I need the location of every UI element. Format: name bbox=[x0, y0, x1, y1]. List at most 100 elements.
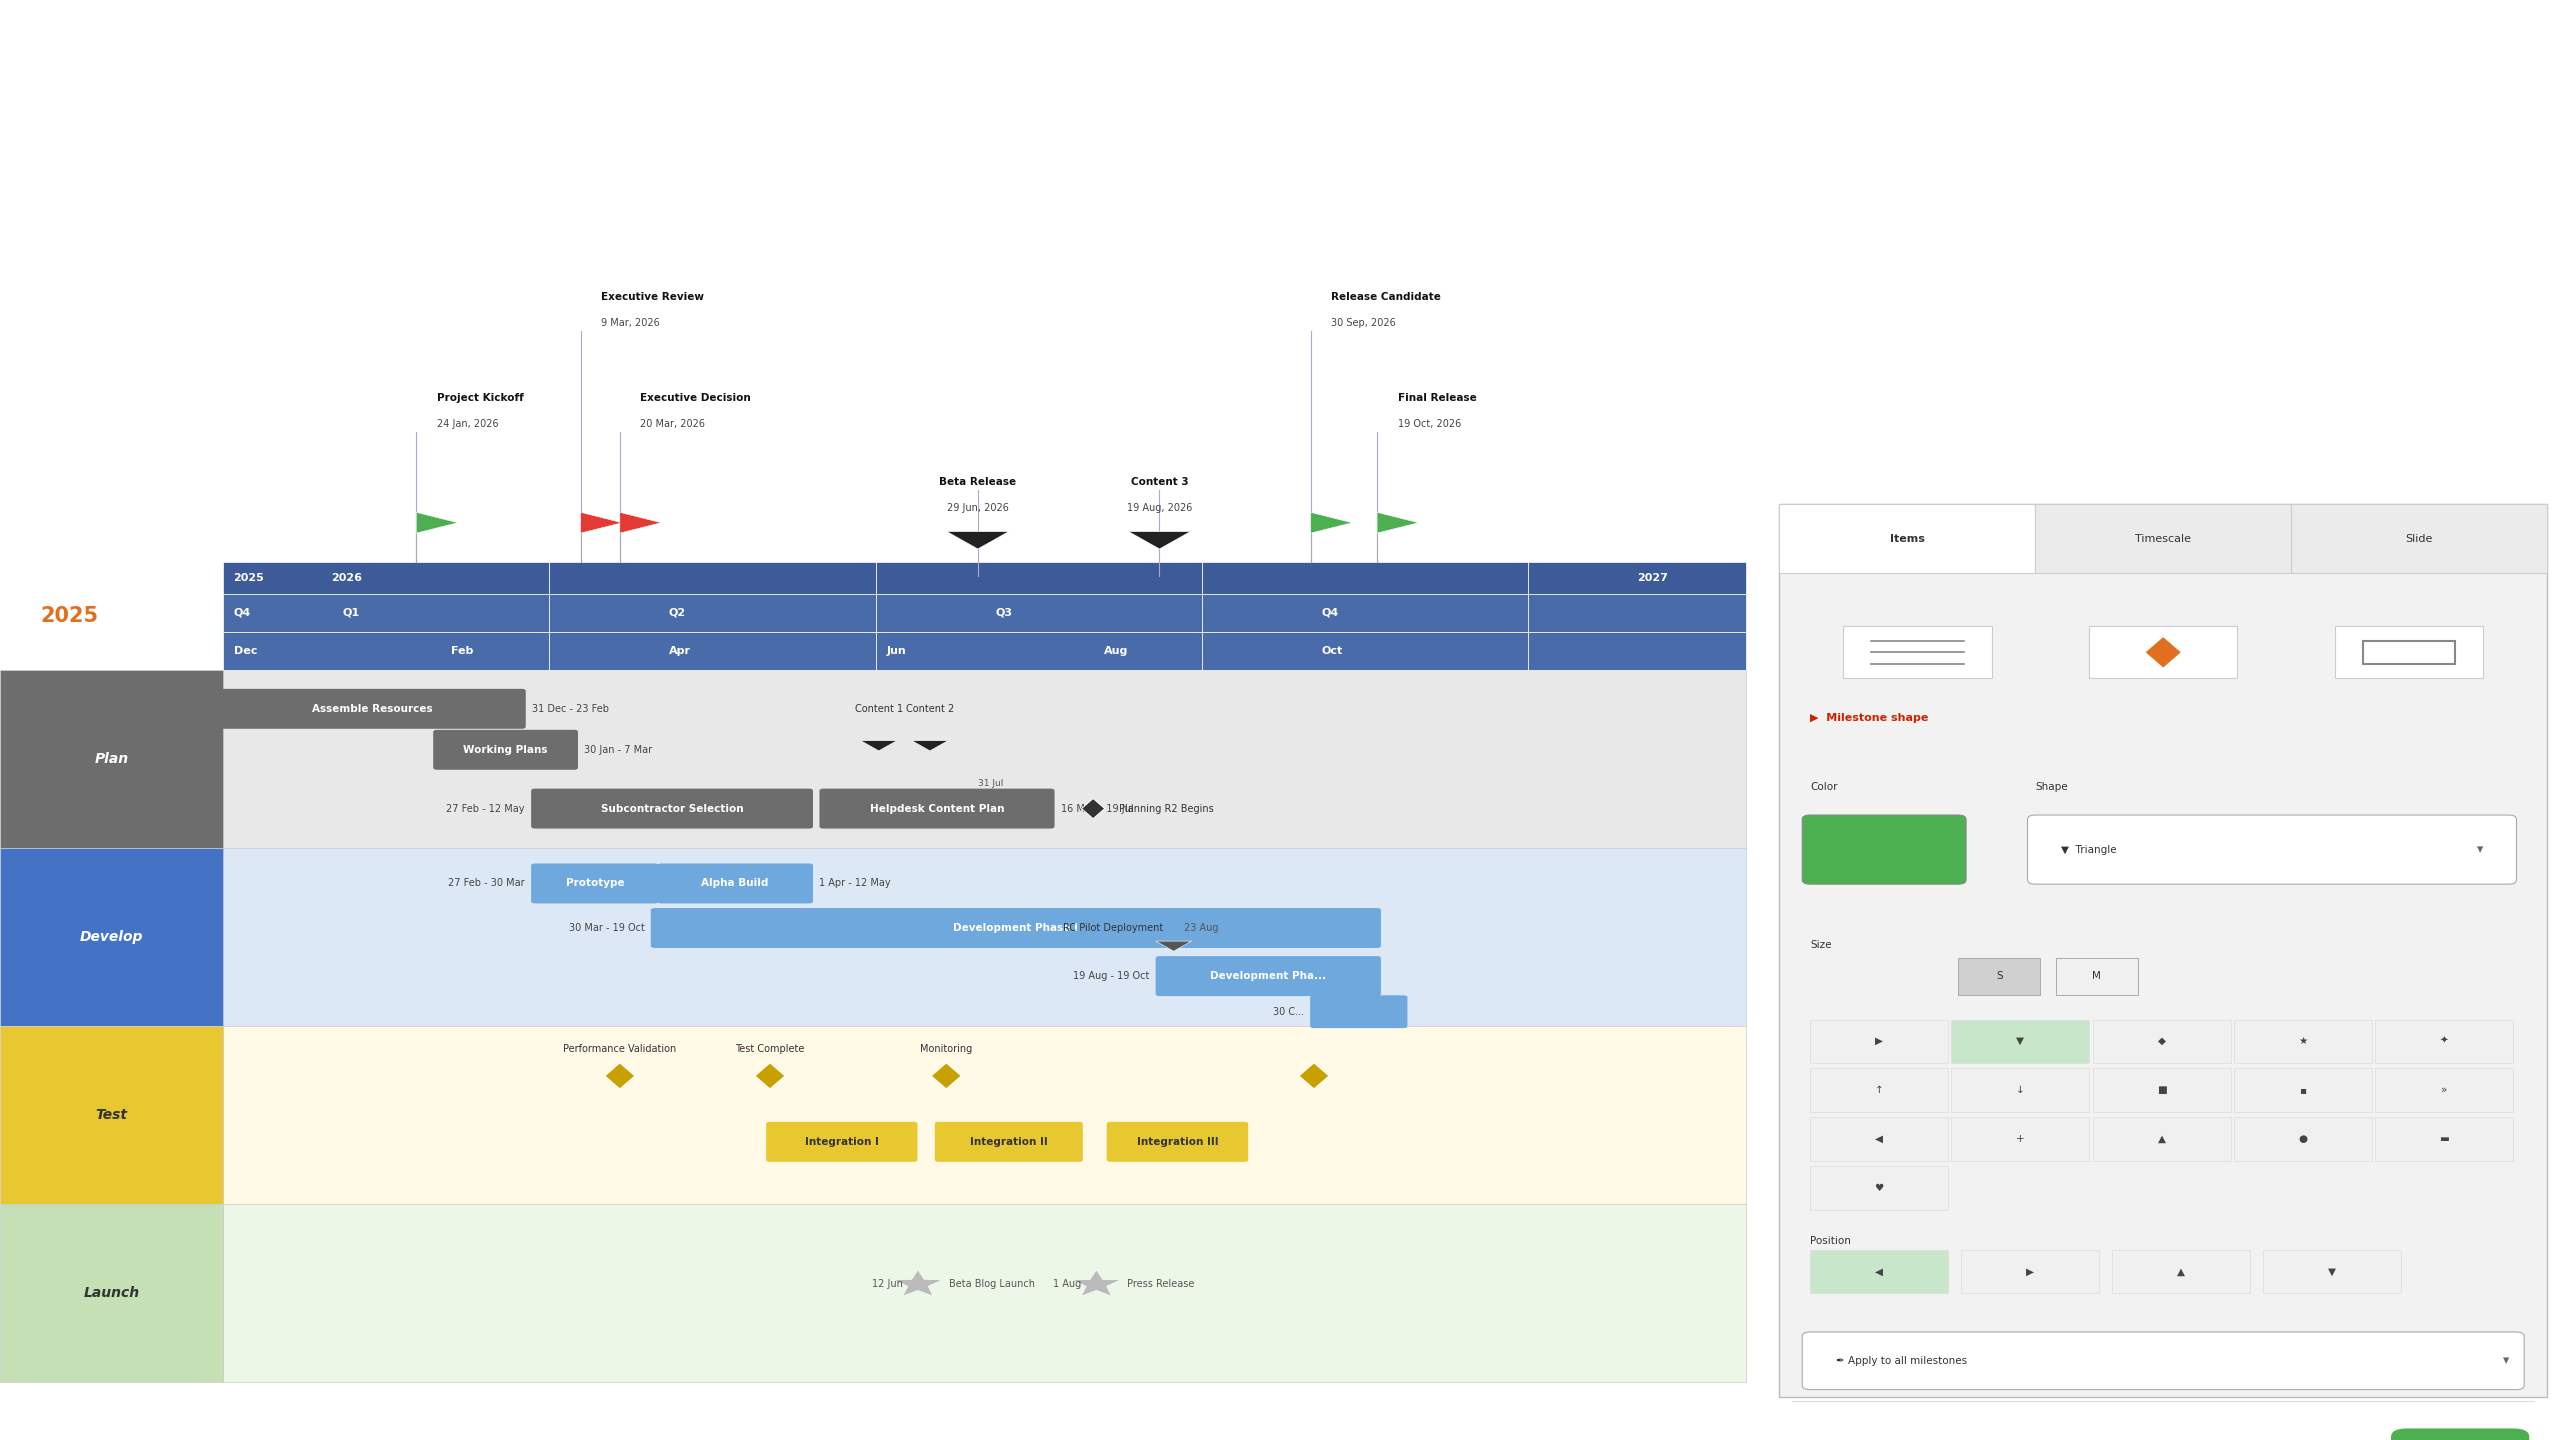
Text: Project Kickoff: Project Kickoff bbox=[438, 393, 525, 403]
Text: 30 C...: 30 C... bbox=[1272, 1007, 1303, 1017]
Bar bbox=[2376, 1117, 2514, 1161]
Text: Integration I: Integration I bbox=[804, 1136, 878, 1146]
Text: Planning R2 Begins: Planning R2 Begins bbox=[1119, 804, 1213, 814]
Text: Monitoring: Monitoring bbox=[919, 1044, 973, 1054]
Bar bbox=[2376, 1020, 2514, 1063]
Text: Q3: Q3 bbox=[996, 608, 1011, 618]
Polygon shape bbox=[1377, 513, 1418, 533]
Text: ▶  Milestone shape: ▶ Milestone shape bbox=[1810, 713, 1928, 723]
Bar bbox=[1951, 1020, 2089, 1063]
Text: Content 1: Content 1 bbox=[855, 704, 904, 714]
Bar bbox=[223, 1204, 1746, 1382]
Bar bbox=[1961, 1250, 2099, 1293]
Bar bbox=[0, 848, 223, 1025]
Polygon shape bbox=[604, 1063, 635, 1089]
Text: Release Candidate: Release Candidate bbox=[1331, 292, 1441, 302]
Text: Final Release: Final Release bbox=[1398, 393, 1477, 403]
Text: S: S bbox=[1997, 972, 2002, 981]
Text: Development Phase I: Development Phase I bbox=[952, 923, 1078, 933]
Bar bbox=[2112, 1250, 2250, 1293]
Text: Q4: Q4 bbox=[1321, 608, 1339, 618]
Text: M: M bbox=[2092, 972, 2102, 981]
Text: 27 Feb - 12 May: 27 Feb - 12 May bbox=[445, 804, 525, 814]
Text: +: + bbox=[2017, 1135, 2025, 1143]
Text: Slide: Slide bbox=[2406, 534, 2432, 543]
Bar bbox=[223, 632, 1746, 670]
Bar bbox=[1810, 1117, 1948, 1161]
Bar bbox=[1810, 1250, 1948, 1293]
Polygon shape bbox=[755, 1063, 786, 1089]
Text: Develop: Develop bbox=[79, 930, 143, 943]
FancyBboxPatch shape bbox=[2391, 1428, 2529, 1440]
FancyBboxPatch shape bbox=[1155, 956, 1380, 996]
Bar bbox=[1810, 1068, 1948, 1112]
Text: Plan: Plan bbox=[95, 752, 128, 766]
Bar bbox=[2092, 1068, 2230, 1112]
Text: Timescale: Timescale bbox=[2135, 534, 2191, 543]
Bar bbox=[2291, 504, 2547, 573]
FancyBboxPatch shape bbox=[530, 789, 814, 828]
Text: ▬: ▬ bbox=[2440, 1135, 2450, 1143]
FancyBboxPatch shape bbox=[2028, 815, 2516, 884]
Polygon shape bbox=[581, 513, 622, 533]
FancyBboxPatch shape bbox=[819, 789, 1055, 828]
Text: ♥: ♥ bbox=[1874, 1184, 1884, 1192]
Text: 1 Aug: 1 Aug bbox=[1052, 1279, 1080, 1289]
Text: ▲: ▲ bbox=[2158, 1135, 2166, 1143]
Text: Performance Validation: Performance Validation bbox=[563, 1044, 676, 1054]
Text: 27 Feb - 30 Mar: 27 Feb - 30 Mar bbox=[448, 878, 525, 888]
Bar bbox=[1810, 1020, 1948, 1063]
Polygon shape bbox=[1155, 942, 1190, 952]
Polygon shape bbox=[1311, 513, 1352, 533]
Text: Press Release: Press Release bbox=[1126, 1279, 1196, 1289]
Text: Oct: Oct bbox=[1321, 645, 1344, 655]
FancyBboxPatch shape bbox=[1802, 815, 1966, 884]
Text: Dec: Dec bbox=[233, 645, 256, 655]
Bar bbox=[223, 562, 1746, 593]
FancyBboxPatch shape bbox=[530, 864, 658, 903]
Text: 2027: 2027 bbox=[1638, 573, 1669, 583]
Text: RC Pilot Deployment: RC Pilot Deployment bbox=[1062, 923, 1162, 933]
Bar bbox=[2376, 1068, 2514, 1112]
Polygon shape bbox=[1129, 531, 1190, 549]
Text: Color: Color bbox=[1810, 782, 1838, 792]
Polygon shape bbox=[932, 1063, 960, 1089]
Text: Size: Size bbox=[1810, 940, 1830, 950]
Text: 30 Sep, 2026: 30 Sep, 2026 bbox=[1331, 318, 1395, 328]
Text: 23 Aug: 23 Aug bbox=[1183, 923, 1219, 933]
Bar bbox=[2056, 958, 2138, 995]
Text: 20 Mar, 2026: 20 Mar, 2026 bbox=[640, 419, 707, 429]
Text: Q2: Q2 bbox=[668, 608, 686, 618]
Text: ✦: ✦ bbox=[2440, 1037, 2450, 1045]
Bar bbox=[223, 670, 1746, 848]
FancyBboxPatch shape bbox=[433, 730, 579, 770]
Bar bbox=[223, 848, 1746, 1025]
Text: ▼: ▼ bbox=[2017, 1037, 2025, 1045]
FancyBboxPatch shape bbox=[1311, 995, 1408, 1028]
Bar bbox=[223, 1025, 1746, 1204]
Polygon shape bbox=[417, 513, 458, 533]
Bar bbox=[2092, 1020, 2230, 1063]
Bar bbox=[1951, 1068, 2089, 1112]
Text: Beta Blog Launch: Beta Blog Launch bbox=[950, 1279, 1034, 1289]
Text: Test Complete: Test Complete bbox=[735, 1044, 804, 1054]
Text: Assemble Resources: Assemble Resources bbox=[312, 704, 433, 714]
Text: 19 Aug, 2026: 19 Aug, 2026 bbox=[1126, 503, 1193, 513]
Bar bbox=[0, 1025, 223, 1204]
Text: Executive Review: Executive Review bbox=[602, 292, 704, 302]
Text: ◀: ◀ bbox=[1874, 1135, 1884, 1143]
Text: ▼  Triangle: ▼ Triangle bbox=[2061, 845, 2117, 854]
Text: Q4: Q4 bbox=[233, 608, 251, 618]
Text: Prototype: Prototype bbox=[566, 878, 625, 888]
Text: 29 Jun, 2026: 29 Jun, 2026 bbox=[947, 503, 1009, 513]
Text: Development Pha...: Development Pha... bbox=[1211, 971, 1326, 981]
Text: 2027: 2027 bbox=[1795, 606, 1851, 625]
Bar bbox=[0, 1204, 223, 1382]
Text: Launch: Launch bbox=[84, 1286, 138, 1300]
Bar bbox=[2235, 1068, 2373, 1112]
Bar bbox=[2035, 504, 2291, 573]
Text: 16 May - 19 Jul: 16 May - 19 Jul bbox=[1060, 804, 1134, 814]
Bar bbox=[2092, 1117, 2230, 1161]
Bar bbox=[2235, 1020, 2373, 1063]
Text: »: » bbox=[2442, 1086, 2447, 1094]
